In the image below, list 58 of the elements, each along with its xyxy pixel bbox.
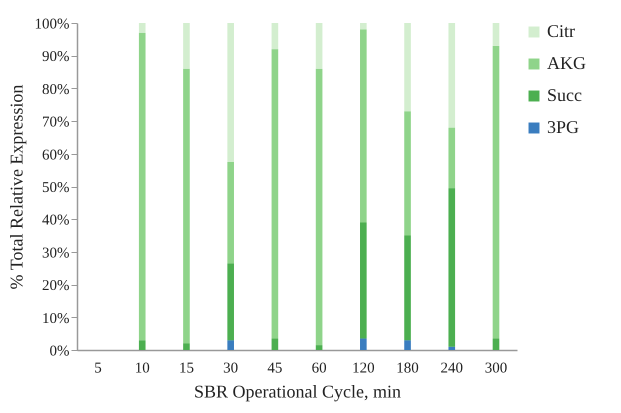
bar: [404, 236, 411, 340]
legend-label: AKG: [547, 53, 586, 73]
x-tick-label: 60: [312, 360, 327, 376]
bar: [227, 263, 234, 340]
y-tick-label: 50%: [42, 180, 70, 196]
bar: [448, 188, 456, 347]
bar: [404, 23, 411, 112]
y-axis-title: % Total Relative Expression: [6, 84, 27, 290]
bar: [183, 23, 190, 69]
bar: [360, 23, 367, 30]
y-tick-label: 90%: [42, 49, 70, 66]
bar: [316, 23, 322, 69]
y-tick-label: 0%: [50, 344, 70, 360]
bar: [272, 23, 278, 50]
bar: [492, 23, 500, 46]
legend-label: Succ: [547, 85, 582, 105]
bar: [138, 32, 146, 340]
bar: [316, 68, 322, 346]
bar: [227, 340, 234, 350]
bar: [227, 162, 234, 264]
x-tick-label: 5: [94, 360, 102, 376]
legend-label: 3PG: [547, 117, 580, 137]
bar: [138, 340, 146, 350]
y-tick-label: 20%: [42, 278, 70, 294]
x-axis-title: SBR Operational Cycle, min: [194, 382, 401, 402]
y-tick-label: 30%: [42, 245, 70, 262]
bar: [272, 49, 278, 339]
y-tick-label: 80%: [42, 82, 70, 98]
legend-label: Citr: [547, 21, 576, 41]
x-tick-label: 300: [484, 360, 508, 376]
y-tick-label: 100%: [34, 16, 70, 32]
bar: [448, 346, 456, 350]
y-tick-label: 60%: [42, 147, 70, 164]
bar: [316, 345, 322, 350]
x-tick-label: 30: [223, 360, 238, 376]
bar: [272, 338, 278, 350]
bar: [404, 111, 411, 236]
bar: [448, 23, 456, 128]
y-tick-label: 10%: [42, 310, 70, 327]
bar: [492, 46, 500, 339]
bar: [183, 343, 190, 350]
bar: [360, 222, 367, 339]
bar: [448, 128, 456, 188]
bar: [404, 340, 411, 350]
bar: [360, 338, 367, 350]
bar: [492, 338, 500, 350]
y-tick-label: 70%: [42, 114, 70, 131]
x-tick-label: 180: [396, 360, 419, 376]
bar: [360, 30, 367, 222]
x-tick-label: 15: [178, 360, 194, 376]
x-tick-label: 120: [352, 360, 375, 376]
bar: [138, 23, 146, 33]
x-tick-label: 45: [267, 360, 282, 376]
y-tick-label: 40%: [42, 212, 70, 229]
x-tick-label: 10: [134, 360, 150, 376]
bar: [227, 23, 234, 162]
x-tick-label: 240: [440, 360, 464, 376]
bar: [183, 68, 190, 344]
